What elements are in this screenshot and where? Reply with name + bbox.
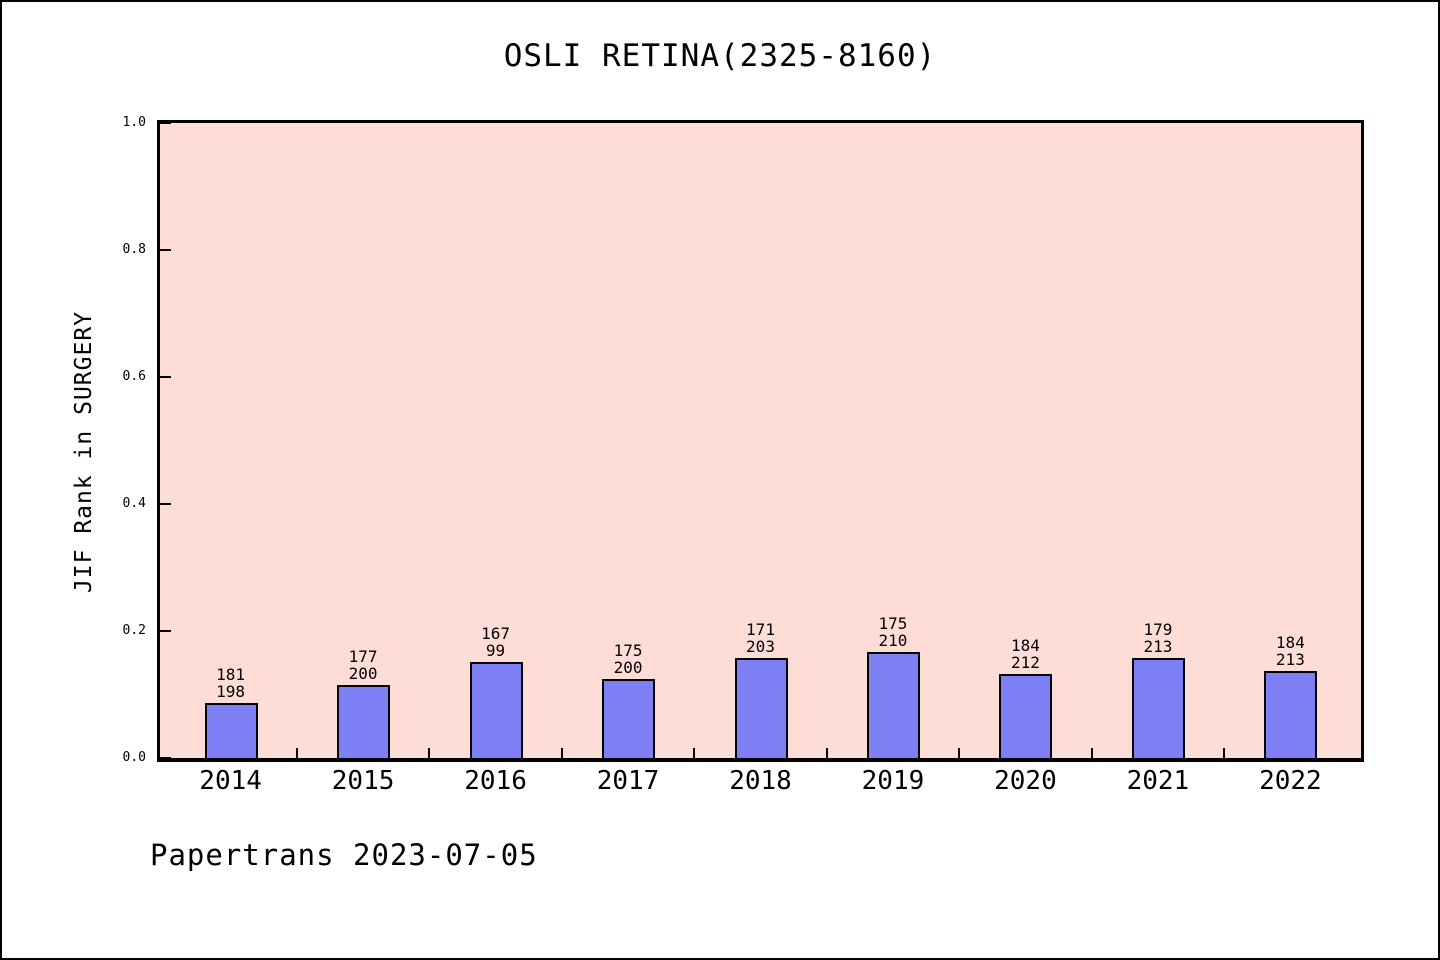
bar-value-label: 181 198 [216, 666, 245, 700]
y-tick-label: 0.8 [122, 242, 146, 257]
bar-value-label: 184 213 [1276, 634, 1305, 668]
x-boundary-tick-mark [958, 748, 961, 758]
y-tick-label: 0.6 [122, 369, 146, 384]
x-tick-label: 2022 [1259, 766, 1322, 796]
y-tick-label: 1.0 [122, 115, 146, 130]
bar-value-total: 198 [216, 682, 246, 702]
bar-value-label: 177 200 [349, 648, 378, 682]
bar-value-total: 212 [1010, 653, 1040, 673]
bar-value-total: 200 [348, 663, 378, 683]
y-tick-label: 0.0 [122, 750, 146, 765]
bar [866, 651, 920, 758]
bar-value-total: 200 [613, 657, 643, 677]
bar [1264, 671, 1318, 758]
x-tick-label: 2015 [331, 766, 395, 796]
watermark-text: Papertrans 2023-07-05 [150, 838, 538, 872]
bar-value-rank: 175 [878, 613, 908, 633]
bar-value-rank: 184 [1010, 636, 1040, 656]
y-tick-mark [160, 376, 171, 378]
x-tick-label: 2017 [596, 766, 660, 796]
bar [602, 678, 656, 758]
bar [1131, 657, 1185, 758]
bar-value-label: 167 99 [481, 625, 510, 659]
bar-value-rank: 175 [613, 640, 643, 660]
bar-value-label: 179 213 [1143, 621, 1172, 655]
bar-value-rank: 181 [216, 665, 246, 685]
bar-value-total: 210 [878, 630, 908, 650]
x-boundary-tick-mark [1090, 748, 1093, 758]
y-tick-mark [160, 249, 171, 251]
bar [734, 658, 788, 758]
bar [469, 662, 523, 758]
y-tick-mark [160, 122, 171, 124]
y-tick-label: 0.4 [122, 496, 146, 511]
x-tick-label: 2019 [861, 766, 925, 796]
bar-value-rank: 177 [348, 646, 378, 666]
bar-value-label: 175 200 [614, 642, 643, 676]
y-tick-label: 0.2 [122, 623, 146, 638]
bar-value-label: 184 212 [1011, 637, 1040, 671]
bar-value-total: 213 [1275, 650, 1305, 670]
y-tick-mark [160, 503, 171, 505]
y-tick-mark [160, 630, 171, 632]
x-tick-label: 2018 [729, 766, 792, 796]
bar-value-total: 99 [485, 641, 506, 661]
x-boundary-tick-mark [825, 748, 828, 758]
y-axis-label: JIF Rank in SURGERY [71, 310, 97, 594]
bar-value-rank: 179 [1143, 619, 1173, 639]
bar-value-total: 203 [746, 637, 775, 657]
bar-value-rank: 184 [1275, 633, 1305, 653]
bar [337, 684, 391, 758]
x-boundary-tick-mark [1223, 748, 1226, 758]
bar [204, 703, 258, 758]
x-boundary-tick-mark [693, 748, 696, 758]
bar-value-rank: 171 [746, 620, 775, 640]
chart-title: OSLI RETINA(2325-8160) [503, 38, 937, 74]
bar-value-label: 175 210 [879, 615, 908, 649]
bar-value-label: 171 203 [746, 621, 775, 655]
bar [999, 674, 1053, 758]
bar-value-rank: 167 [481, 624, 510, 644]
x-tick-label: 2016 [464, 766, 527, 796]
x-boundary-tick-mark [295, 748, 298, 758]
plot-area: 181 198 177 200 167 99 175 200 171 203 175 210 184 21… [157, 120, 1364, 762]
y-tick-mark [160, 757, 171, 759]
x-tick-label: 2021 [1126, 766, 1190, 796]
x-tick-label: 2020 [994, 766, 1057, 796]
x-boundary-tick-mark [428, 748, 431, 758]
x-tick-label: 2014 [199, 766, 262, 796]
bar-value-total: 213 [1143, 636, 1173, 656]
x-boundary-tick-mark [560, 748, 563, 758]
